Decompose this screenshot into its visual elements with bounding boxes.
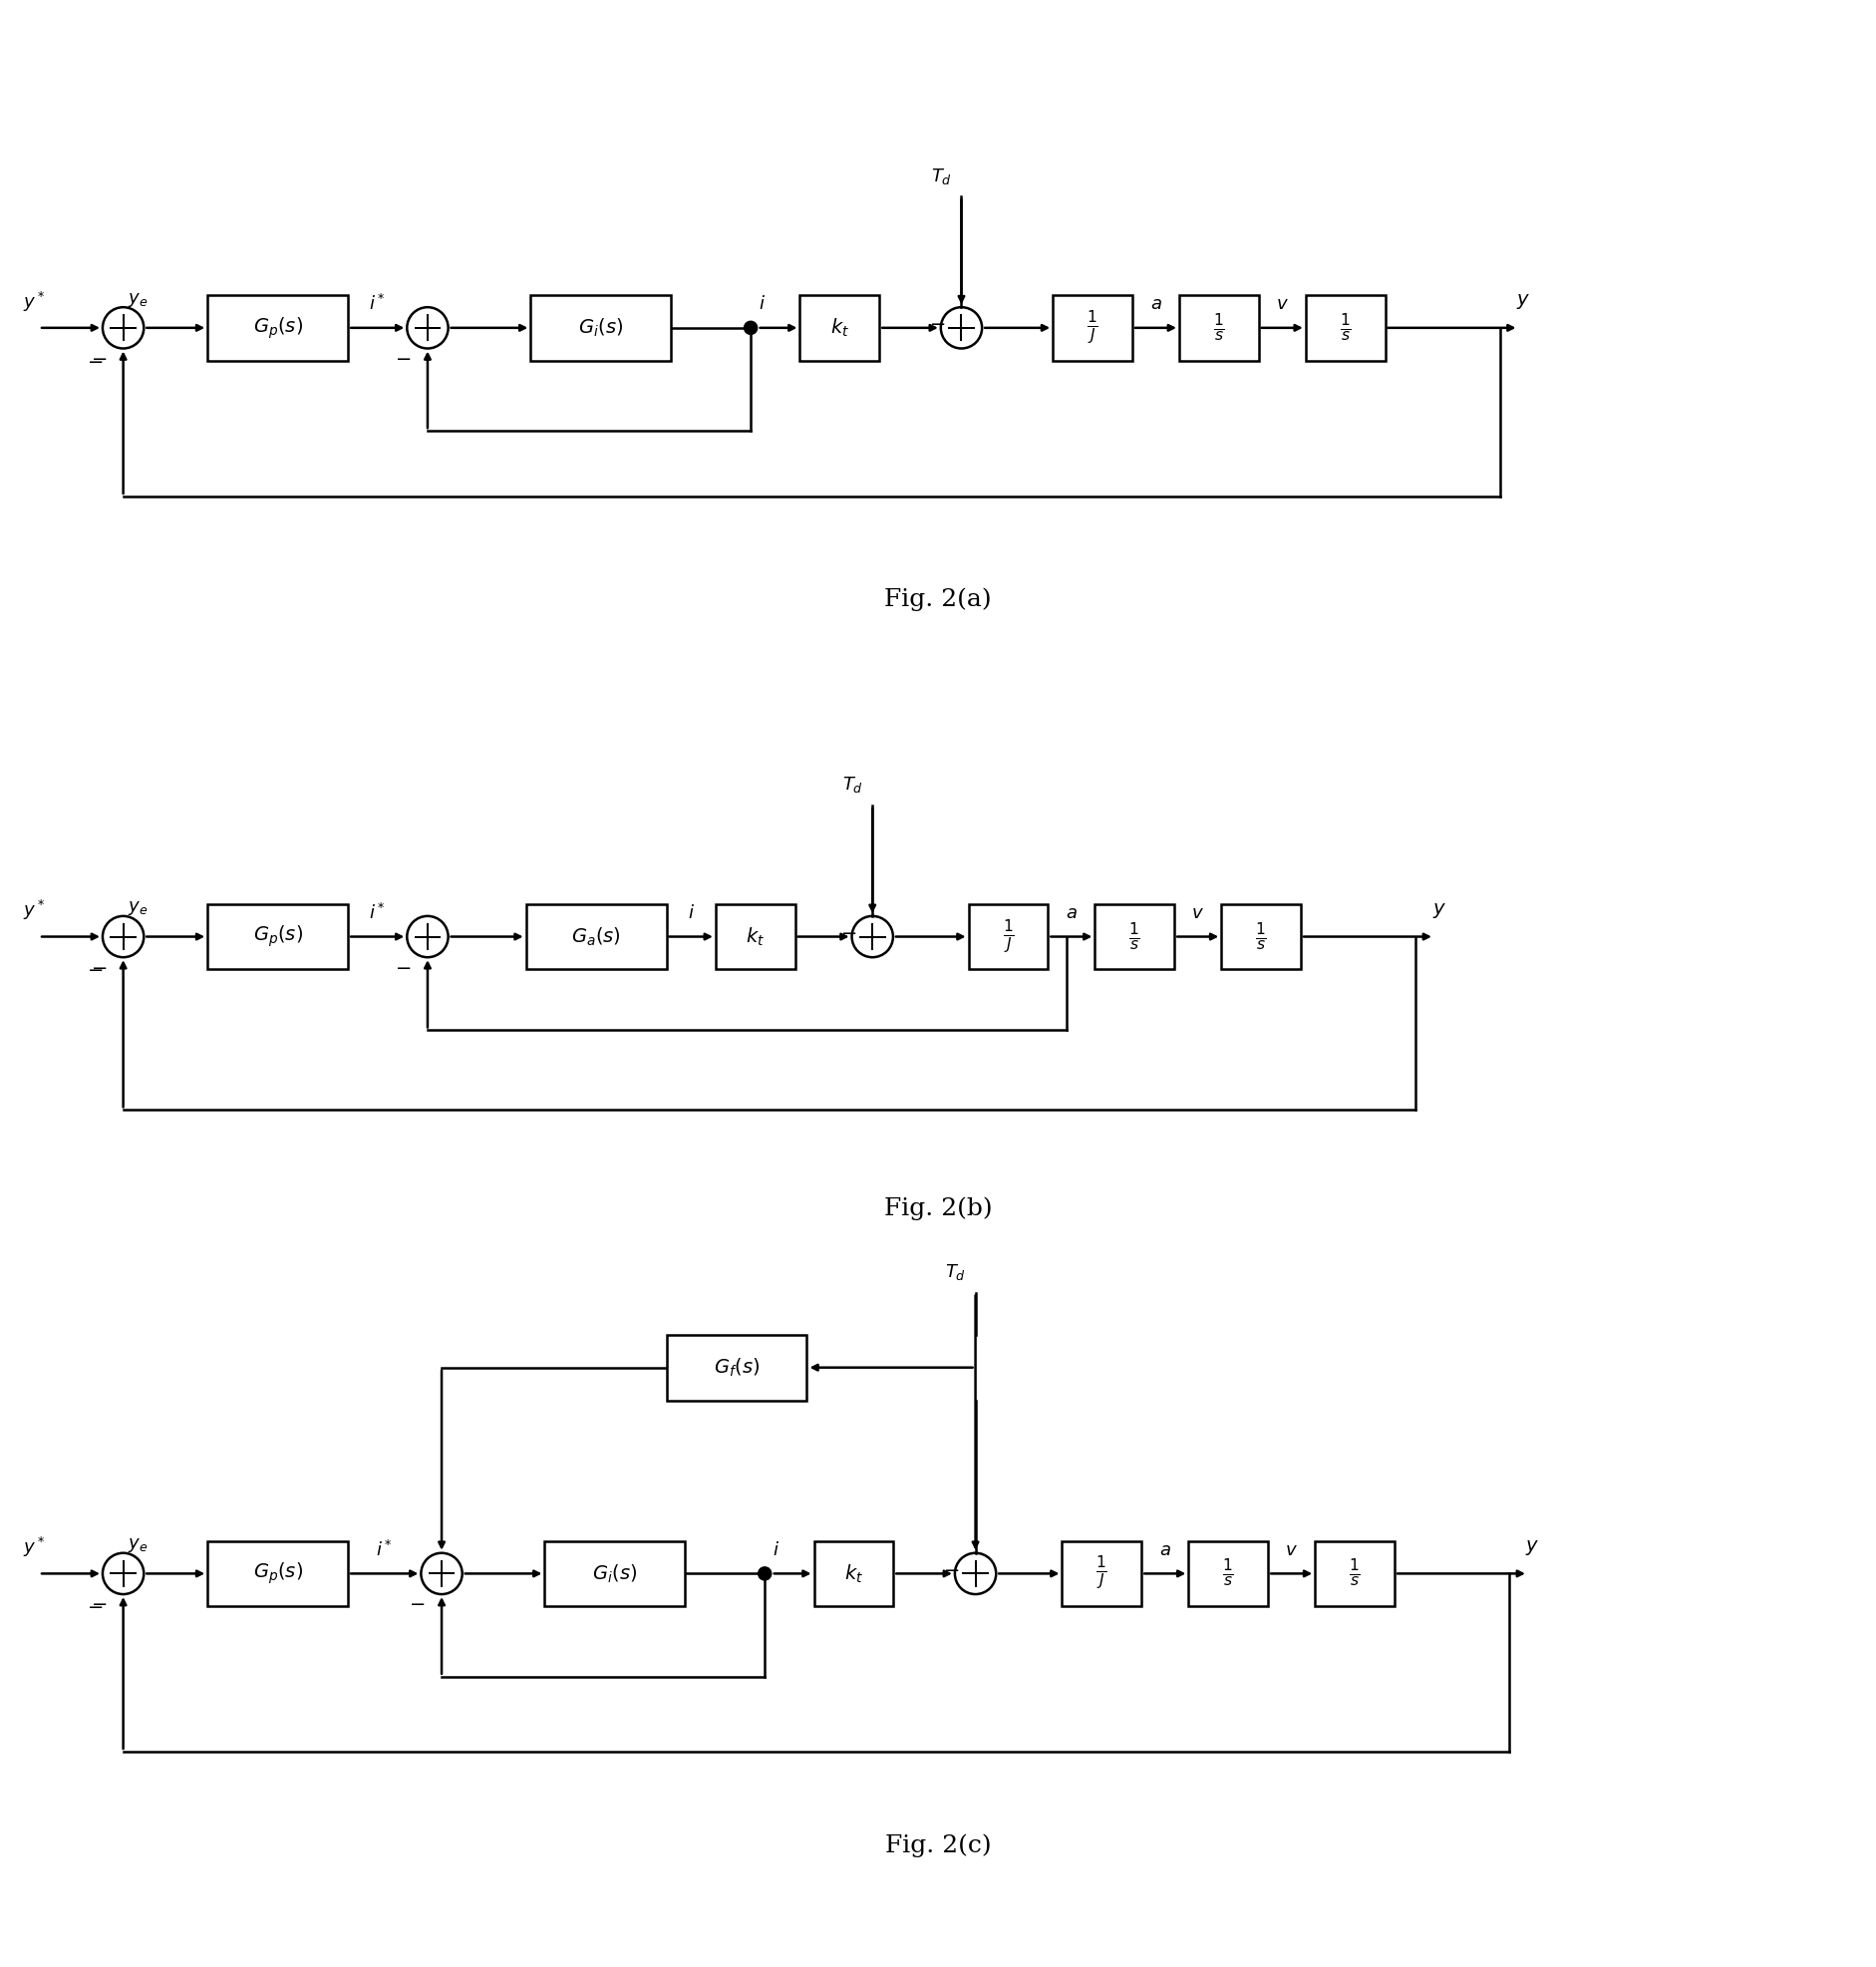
Text: $y_e$: $y_e$ (128, 1536, 148, 1554)
Text: $i$: $i$ (773, 1542, 779, 1560)
Text: $-$: $-$ (90, 958, 107, 976)
FancyBboxPatch shape (1052, 295, 1133, 360)
Text: $y$: $y$ (1525, 1538, 1540, 1556)
Text: $i^*$: $i^*$ (370, 295, 386, 315)
FancyBboxPatch shape (666, 1336, 807, 1401)
Text: $-$: $-$ (90, 348, 107, 366)
Text: $-$: $-$ (840, 923, 855, 940)
Text: $a$: $a$ (1150, 295, 1161, 313)
Text: $\frac{1}{J}$: $\frac{1}{J}$ (1096, 1554, 1109, 1593)
Text: $y^*$: $y^*$ (23, 1536, 45, 1560)
Text: $\frac{1}{s}$: $\frac{1}{s}$ (1223, 1558, 1234, 1589)
Text: $T_d$: $T_d$ (842, 775, 863, 795)
Text: $y^*$: $y^*$ (23, 289, 45, 313)
Text: Fig. 2(c): Fig. 2(c) (885, 1833, 991, 1857)
Text: $G_p(s)$: $G_p(s)$ (253, 315, 302, 340)
FancyBboxPatch shape (968, 905, 1049, 970)
Text: $G_f(s)$: $G_f(s)$ (713, 1357, 760, 1379)
Text: $\frac{1}{s}$: $\frac{1}{s}$ (1255, 921, 1266, 952)
FancyBboxPatch shape (1221, 905, 1300, 970)
Text: $T_d$: $T_d$ (930, 165, 951, 187)
FancyBboxPatch shape (544, 1540, 685, 1607)
FancyBboxPatch shape (208, 1540, 347, 1607)
Text: $a$: $a$ (1159, 1542, 1171, 1560)
Text: $\frac{1}{s}$: $\frac{1}{s}$ (1129, 921, 1141, 952)
Text: $\frac{1}{J}$: $\frac{1}{J}$ (1002, 919, 1015, 956)
Text: $G_i(s)$: $G_i(s)$ (578, 317, 623, 338)
Text: $-$: $-$ (86, 352, 103, 370)
FancyBboxPatch shape (525, 905, 666, 970)
Text: $i^*$: $i^*$ (370, 903, 386, 923)
Text: $k_t$: $k_t$ (831, 317, 850, 338)
Text: $y_e$: $y_e$ (128, 291, 148, 309)
Text: $-$: $-$ (929, 315, 946, 332)
Text: $k_t$: $k_t$ (747, 926, 765, 948)
Text: $-$: $-$ (396, 958, 411, 976)
Text: $G_p(s)$: $G_p(s)$ (253, 1562, 302, 1585)
Text: $v$: $v$ (1191, 905, 1204, 923)
Text: $-$: $-$ (90, 1595, 107, 1613)
FancyBboxPatch shape (208, 295, 347, 360)
Text: $i$: $i$ (687, 905, 694, 923)
FancyBboxPatch shape (1180, 295, 1259, 360)
Text: $\frac{1}{s}$: $\frac{1}{s}$ (1214, 313, 1225, 344)
Circle shape (758, 1568, 771, 1580)
Text: $G_a(s)$: $G_a(s)$ (572, 926, 621, 948)
Text: $-$: $-$ (86, 960, 103, 978)
Text: $\frac{1}{s}$: $\frac{1}{s}$ (1339, 313, 1351, 344)
Text: $v$: $v$ (1285, 1542, 1298, 1560)
FancyBboxPatch shape (1096, 905, 1174, 970)
Text: $T_d$: $T_d$ (946, 1263, 966, 1282)
Text: $-$: $-$ (409, 1595, 426, 1613)
FancyBboxPatch shape (799, 295, 880, 360)
FancyBboxPatch shape (531, 295, 672, 360)
Text: $v$: $v$ (1276, 295, 1289, 313)
Text: $-$: $-$ (944, 1560, 959, 1578)
Text: $i^*$: $i^*$ (377, 1540, 392, 1560)
Circle shape (745, 321, 758, 334)
Text: $\frac{1}{J}$: $\frac{1}{J}$ (1086, 309, 1099, 346)
Text: $G_p(s)$: $G_p(s)$ (253, 924, 302, 950)
Text: $G_i(s)$: $G_i(s)$ (593, 1562, 638, 1585)
FancyBboxPatch shape (1062, 1540, 1142, 1607)
Text: $y_e$: $y_e$ (128, 899, 148, 917)
FancyBboxPatch shape (1315, 1540, 1394, 1607)
Text: $y$: $y$ (1516, 293, 1531, 311)
FancyBboxPatch shape (1189, 1540, 1268, 1607)
FancyBboxPatch shape (715, 905, 795, 970)
Text: $i$: $i$ (758, 295, 765, 313)
Text: $y^*$: $y^*$ (23, 899, 45, 923)
Text: $a$: $a$ (1066, 905, 1077, 923)
Text: Fig. 2(a): Fig. 2(a) (884, 588, 992, 612)
FancyBboxPatch shape (814, 1540, 893, 1607)
Text: Fig. 2(b): Fig. 2(b) (884, 1196, 992, 1220)
Text: $\frac{1}{s}$: $\frac{1}{s}$ (1349, 1558, 1360, 1589)
FancyBboxPatch shape (208, 905, 347, 970)
Text: $-$: $-$ (396, 348, 411, 366)
Text: $y$: $y$ (1431, 901, 1446, 921)
FancyBboxPatch shape (1306, 295, 1384, 360)
Text: $-$: $-$ (86, 1597, 103, 1615)
Text: $k_t$: $k_t$ (844, 1562, 863, 1585)
